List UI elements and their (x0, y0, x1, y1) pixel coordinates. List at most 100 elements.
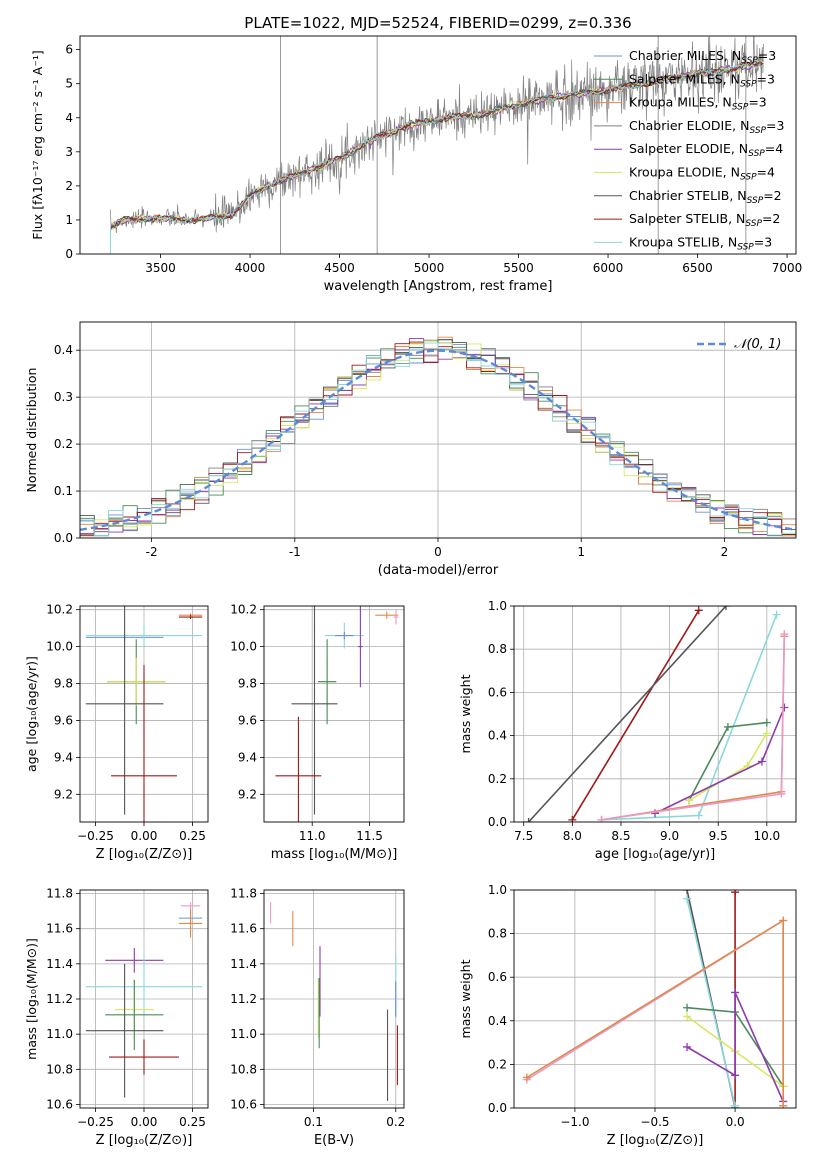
y-tick-label: 10.8 (46, 1062, 73, 1076)
panel-residuals: -2 -1 0 1 2 0.0 0.1 0.2 0.3 0.4 (data-model)/error… (24, 321, 797, 578)
plus-marker (683, 894, 692, 903)
y-axis-label: mass weight (458, 674, 473, 753)
legend: 𝒩(0, 1) (697, 337, 781, 352)
axes-frame (79, 321, 797, 539)
y-tick-label: 9.6 (54, 713, 73, 727)
y-tick-label: 0.2 (488, 1057, 507, 1071)
legend: Chabrier MILES, NSSP=3 Salpeter MILES, NS… (594, 48, 784, 252)
y-tick-label: 9.2 (238, 787, 257, 801)
y-tick-label: 1 (65, 213, 73, 227)
y-tick-label: 11.4 (46, 957, 73, 971)
x-tick-label: 7.5 (514, 829, 533, 843)
x-tick-label: 11.5 (356, 829, 383, 843)
legend-item: Salpeter MILES, NSSP=3 (594, 71, 775, 89)
x-tick-label: −0.25 (77, 1115, 114, 1129)
x-tick-label: 3500 (145, 261, 176, 275)
x-tick-label: 0.1 (304, 1115, 323, 1129)
plus-marker (779, 1101, 788, 1108)
x-tick-label: 9.0 (660, 829, 679, 843)
series-line (651, 703, 789, 818)
plot-area (80, 606, 208, 822)
y-tick-label: 0.8 (488, 927, 507, 941)
legend-item: Kroupa ELODIE, NSSP=4 (594, 165, 775, 183)
plus-marker (524, 818, 533, 822)
x-tick-label: 1 (577, 545, 585, 559)
x-tick-label: −0.25 (77, 829, 114, 843)
x-axis-label: Z [log₁₀(Z/Z⊙)] (96, 1133, 193, 1148)
y-tick-label: 10.6 (230, 1097, 257, 1111)
legend-label: Chabrier ELODIE, NSSP=3 (629, 118, 784, 136)
x-tick-label: 11.0 (299, 829, 326, 843)
series-line (683, 988, 788, 1106)
y-tick-label: 4 (65, 111, 73, 125)
x-axis-label: Z [log₁₀(Z/Z⊙)] (607, 1133, 704, 1148)
error-cross (275, 716, 322, 822)
axes-frame (79, 605, 209, 823)
error-cross (109, 1039, 179, 1075)
x-tick-label: 0.00 (131, 1115, 158, 1129)
y-tick-label: 10.0 (230, 640, 257, 654)
plus-marker (683, 890, 692, 894)
y-tick-label: 11.4 (230, 957, 257, 971)
plus-marker (731, 1101, 740, 1108)
axes-frame (79, 889, 209, 1109)
legend-label: Salpeter ELODIE, NSSP=4 (629, 141, 783, 159)
x-tick-label: −1.0 (560, 1115, 589, 1129)
error-cross (180, 902, 201, 910)
plus-marker (731, 1071, 740, 1080)
y-tick-label: 9.4 (238, 750, 257, 764)
plus-marker (731, 890, 740, 897)
y-tick-label: 0.4 (488, 729, 507, 743)
x-tick-label: 0.2 (386, 1115, 405, 1129)
y-tick-label: 9.8 (238, 677, 257, 691)
x-axis-label: mass [log₁₀(M/M⊙)] (271, 847, 398, 862)
plus-marker (757, 757, 766, 766)
y-tick-label: 10.0 (46, 640, 73, 654)
plus-marker (779, 916, 788, 925)
y-tick-label: 0.6 (488, 685, 507, 699)
y-tick-label: 0.6 (488, 970, 507, 984)
plot-area (264, 890, 404, 1108)
x-tick-label: 10.0 (753, 829, 780, 843)
x-tick-label: 0.00 (131, 829, 158, 843)
y-tick-label: 0.0 (488, 815, 507, 829)
series-path (686, 992, 784, 1102)
y-tick-label: 11.2 (230, 992, 257, 1006)
plus-marker (780, 703, 789, 712)
error-cross (105, 948, 164, 973)
legend-label: Salpeter MILES, NSSP=3 (629, 71, 775, 89)
series-path (571, 609, 700, 821)
plus-marker (780, 630, 789, 639)
x-axis-label: Z [log₁₀(Z/Z⊙)] (96, 847, 193, 862)
y-tick-label: 3 (65, 145, 73, 159)
y-tick-label: 0.3 (54, 390, 73, 404)
x-tick-label: 7000 (772, 261, 803, 275)
error-cross (291, 606, 338, 815)
x-tick-label: 2 (721, 545, 729, 559)
error-cross (107, 657, 166, 706)
legend-label: Chabrier MILES, NSSP=3 (629, 48, 776, 66)
plot-area (80, 890, 208, 1108)
x-axis-label: age [log₁₀(age/yr)] (595, 847, 716, 862)
series-line (522, 916, 788, 1108)
y-axis-label: Normed distribution (24, 368, 39, 493)
x-tick-label: 0 (434, 545, 442, 559)
y-tick-label: 2 (65, 179, 73, 193)
series-line (597, 630, 789, 822)
panel-age_vs_mass: 11.0 11.5 9.2 9.4 9.6 9.8 10.0 10.2 mass [log₁₀(… (230, 603, 405, 862)
plus-marker (721, 606, 730, 610)
error-cross (178, 909, 203, 938)
y-tick-label: 11.0 (46, 1027, 73, 1041)
legend-label: Kroupa MILES, NSSP=3 (629, 95, 767, 113)
plot-area (514, 606, 796, 822)
y-tick-label: 0.2 (488, 772, 507, 786)
histogram-step (80, 342, 796, 538)
error-cross (85, 955, 203, 1019)
y-tick-label: 0.0 (54, 531, 73, 545)
y-tick-label: 11.2 (46, 992, 73, 1006)
legend-label: Chabrier STELIB, NSSP=2 (629, 188, 782, 206)
series-path (688, 732, 768, 802)
panel-mass_vs_ebv: 0.1 0.2 10.6 10.8 11.0 11.2 11.4 11.6 11.8 E(B-V) (230, 887, 405, 1148)
plus-marker (597, 815, 606, 822)
x-tick-label: 6500 (682, 261, 713, 275)
